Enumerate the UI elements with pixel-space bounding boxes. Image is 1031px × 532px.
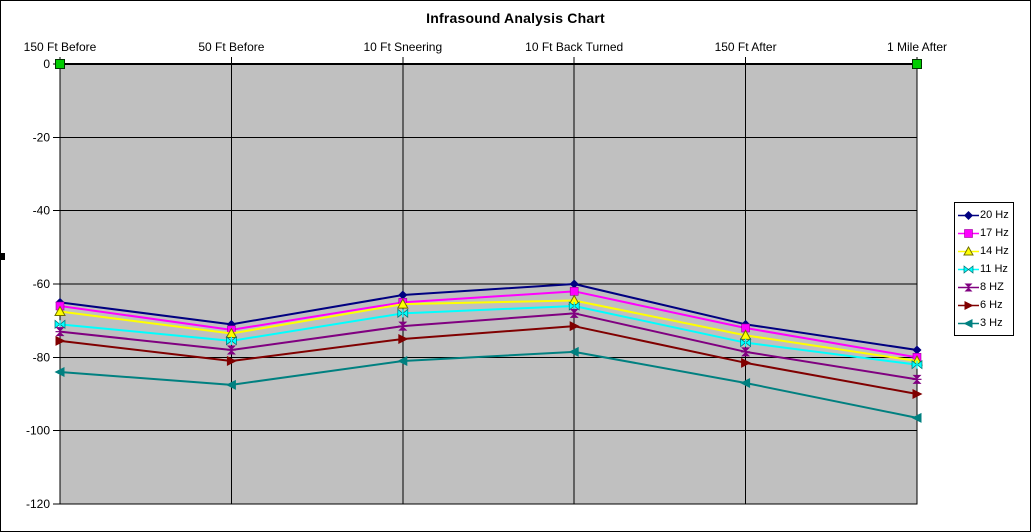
series-marker (54, 367, 65, 377)
legend-item[interactable]: 3 Hz (958, 316, 1012, 329)
series-marker (396, 298, 409, 309)
series-line (59, 305, 918, 366)
series-line (59, 312, 918, 381)
legend-marker-glyph (963, 264, 974, 274)
series-marker (226, 336, 237, 346)
series-marker (397, 308, 409, 319)
series-marker (226, 356, 237, 366)
legend[interactable]: 20 Hz 17 Hz 14 Hz 11 Hz 8 HZ 6 Hz 3 Hz (954, 202, 1014, 336)
y-axis-label: -120 (26, 497, 50, 511)
series-marker (911, 359, 923, 370)
series-line (59, 299, 918, 362)
category-label: 50 Ft Before (198, 40, 264, 54)
series-marker (398, 290, 408, 300)
series-marker (569, 287, 579, 296)
legend-marker-glyph (964, 283, 973, 291)
legend-marker-icon (958, 264, 979, 274)
series-marker (398, 334, 409, 344)
series-marker (912, 389, 923, 399)
legend-marker-glyph (964, 300, 974, 310)
y-axis-label: -80 (33, 350, 51, 364)
category-label: 150 Ft Before (24, 40, 97, 54)
series-line (59, 283, 918, 351)
chart-border-handle-icon (1, 253, 5, 260)
extra-marker (912, 59, 922, 69)
y-axis-label: -20 (33, 130, 51, 144)
series-marker (569, 321, 580, 332)
series-marker (54, 319, 66, 330)
legend-marker-icon (958, 210, 979, 220)
series-marker (741, 357, 752, 368)
legend-marker-glyph (964, 228, 973, 238)
chart-title: Infrasound Analysis Chart (426, 10, 605, 26)
legend-label: 6 Hz (980, 298, 1003, 311)
legend-marker-icon (958, 300, 979, 310)
legend-marker-glyph (963, 318, 973, 328)
series-marker (54, 305, 66, 316)
legend-marker-icon (958, 318, 979, 328)
legend-item[interactable]: 6 Hz (958, 298, 1012, 311)
category-label: 150 Ft After (715, 40, 777, 54)
series-marker (740, 378, 751, 388)
legend-label: 3 Hz (980, 316, 1003, 329)
series-marker (55, 335, 66, 346)
legend-item[interactable]: 20 Hz (958, 208, 1012, 221)
legend-label: 11 Hz (980, 262, 1008, 275)
y-axis-label: -60 (33, 277, 51, 291)
legend-label: 17 Hz (980, 226, 1009, 239)
y-axis-label: 0 (43, 57, 50, 71)
extra-marker (55, 59, 65, 69)
series-marker (740, 337, 751, 348)
series-marker (911, 412, 922, 423)
legend-item[interactable]: 11 Hz (958, 262, 1012, 275)
series-line (59, 350, 918, 419)
category-label: 1 Mile After (887, 40, 947, 54)
legend-marker-icon (958, 283, 979, 291)
y-axis-label: -40 (33, 204, 51, 218)
legend-marker-icon (958, 228, 979, 238)
series-line (59, 325, 918, 395)
series-marker (568, 346, 579, 357)
legend-item[interactable]: 8 HZ (958, 280, 1012, 293)
legend-marker-glyph (964, 210, 973, 220)
legend-label: 14 Hz (980, 244, 1009, 257)
series-marker (225, 379, 236, 390)
legend-item[interactable]: 17 Hz (958, 226, 1012, 239)
category-label: 10 Ft Sneering (363, 40, 442, 54)
y-axis-label: -100 (26, 424, 50, 438)
series-marker (912, 345, 922, 355)
series-marker (397, 356, 408, 366)
legend-label: 20 Hz (980, 208, 1009, 221)
category-label: 10 Ft Back Turned (525, 40, 623, 54)
legend-marker-glyph (963, 245, 974, 255)
series-marker (569, 279, 579, 289)
legend-label: 8 HZ (980, 280, 1004, 293)
series-line (59, 290, 918, 359)
legend-item[interactable]: 14 Hz (958, 244, 1012, 257)
legend-marker-icon (958, 245, 979, 255)
